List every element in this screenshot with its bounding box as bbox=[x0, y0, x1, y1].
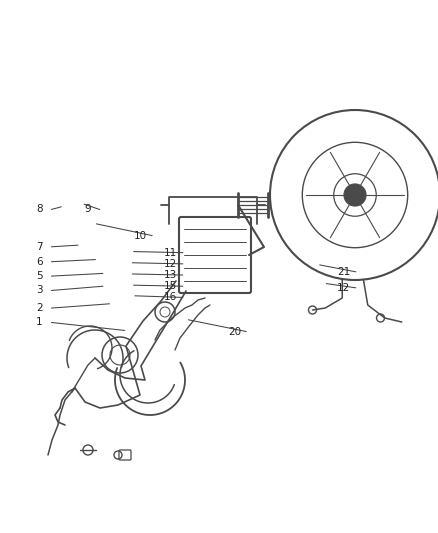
Text: 12: 12 bbox=[337, 283, 350, 293]
Text: 15: 15 bbox=[164, 281, 177, 291]
Text: 3: 3 bbox=[36, 286, 43, 295]
Text: 1: 1 bbox=[36, 318, 43, 327]
Text: 2: 2 bbox=[36, 303, 43, 313]
Text: 5: 5 bbox=[36, 271, 43, 281]
Text: 9: 9 bbox=[84, 205, 91, 214]
Text: 8: 8 bbox=[36, 205, 43, 214]
Text: 10: 10 bbox=[134, 231, 147, 240]
Text: 16: 16 bbox=[164, 293, 177, 302]
Text: 20: 20 bbox=[228, 327, 241, 336]
Text: 21: 21 bbox=[337, 267, 350, 277]
Circle shape bbox=[344, 184, 366, 206]
Text: 6: 6 bbox=[36, 257, 43, 266]
Text: 11: 11 bbox=[164, 248, 177, 257]
Text: 13: 13 bbox=[164, 270, 177, 280]
Text: 7: 7 bbox=[36, 242, 43, 252]
Text: 12: 12 bbox=[164, 259, 177, 269]
